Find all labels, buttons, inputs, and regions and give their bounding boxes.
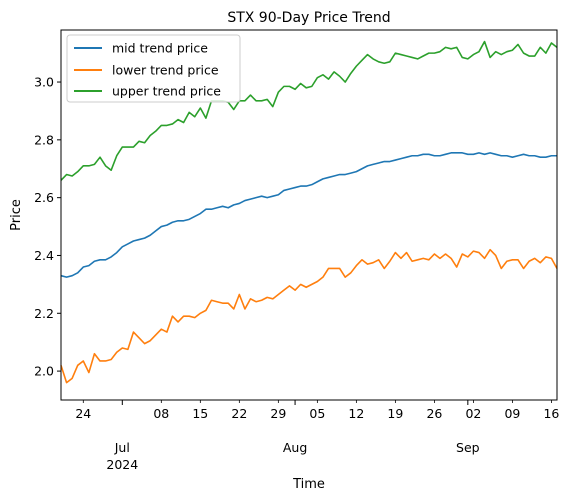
x-minor-tick-label: 12 [348,406,364,421]
series-line-lower [60,248,558,384]
y-tick-label: 3.0 [34,75,54,90]
legend-label-lower: lower trend price [112,63,219,78]
series-line-mid [60,152,557,278]
x-major-tick-label: Jul [114,440,130,455]
chart-title: STX 90-Day Price Trend [227,10,390,26]
series-line-upper [60,40,558,181]
y-tick-label: 2.0 [34,364,54,379]
y-tick-label: 2.6 [34,190,54,205]
x-axis-ticks: 24 08 15 22 29 05 12 19 26 02 09 16 Jul 2024 Aug Sep [75,400,559,472]
x-minor-tick-label: 08 [153,406,169,421]
x-minor-tick-label: 22 [231,406,247,421]
x-axis-label: Time [292,477,325,492]
x-minor-tick-label: 15 [192,406,208,421]
x-minor-tick-label: 29 [270,406,286,421]
x-major-tick-label: Sep [456,440,480,455]
x-minor-tick-label: 09 [504,406,520,421]
y-tick-label: 2.2 [34,306,54,321]
plot-frame [60,29,558,401]
legend-box [66,34,241,103]
y-axis-ticks: 2.0 2.2 2.4 2.6 2.8 3.0 [34,75,61,379]
x-minor-tick-label: 16 [543,406,559,421]
x-minor-tick-label: 26 [426,406,442,421]
x-minor-tick-label: 19 [387,406,403,421]
y-tick-label: 2.8 [34,132,54,147]
legend-label-upper: upper trend price [112,84,221,99]
x-major-tick-sublabel: 2024 [106,457,138,472]
x-major-tick-label: Aug [283,440,307,455]
x-minor-tick-label: 02 [465,406,481,421]
legend-label-mid: mid trend price [112,41,208,56]
y-tick-label: 2.4 [34,248,54,263]
series-layer [60,40,558,384]
x-minor-tick-label: 24 [75,406,91,421]
x-minor-tick-label: 05 [309,406,325,421]
legend: mid trend price lower trend price upper … [66,34,241,103]
y-axis-label: Price [9,199,24,231]
